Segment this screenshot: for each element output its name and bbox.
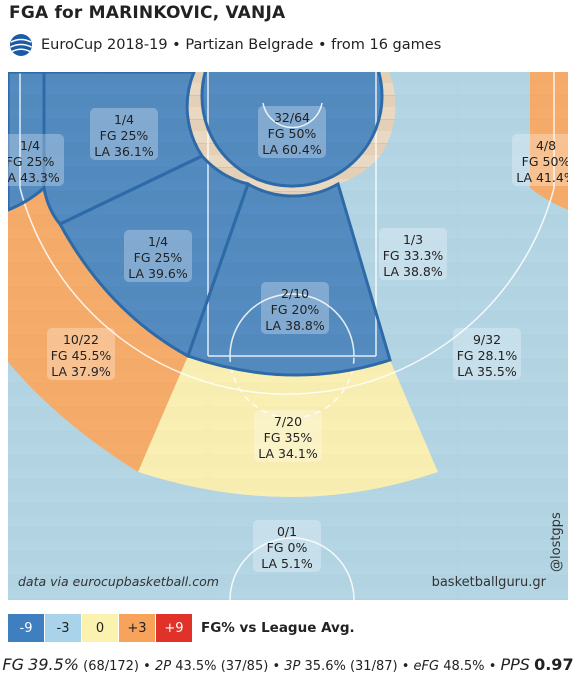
zone-right-mid-baseline — [380, 72, 530, 222]
pps-label: PPS — [500, 655, 530, 674]
legend-box: +3 — [119, 614, 156, 642]
zone-restricted-area — [202, 72, 382, 187]
zone-made-attempts: 1/4 — [148, 234, 168, 249]
zone-fg: FG 25% — [8, 154, 54, 169]
zone-la: LA 34.1% — [258, 446, 318, 461]
zone-label-bg-backcourt — [253, 520, 321, 572]
three-detail: (31/87) — [349, 659, 398, 674]
zone-fg: FG 20% — [271, 302, 320, 317]
three-label: 3P — [284, 659, 301, 674]
legend-box: -3 — [45, 614, 82, 642]
zone-top-three — [138, 356, 438, 497]
legend-box: +9 — [156, 614, 193, 642]
zone-made-attempts: 1/3 — [403, 232, 423, 247]
two-label: 2P — [154, 659, 172, 674]
legend-label: FG% vs League Avg. — [201, 620, 355, 636]
zone-made-attempts: 1/4 — [20, 138, 40, 153]
zone-label-bg-paint-mid — [261, 282, 329, 334]
fg-value: 39.5% — [28, 655, 79, 674]
zone-fg: FG 0% — [267, 540, 308, 555]
zone-made-attempts: 9/32 — [473, 332, 501, 347]
fg-detail: (68/172) — [83, 659, 140, 674]
zone-fg: FG 28.1% — [457, 348, 518, 363]
zone-made-attempts: 4/8 — [536, 138, 556, 153]
legend-boxes: -9 -3 0 +3 +9 — [8, 614, 193, 642]
subtitle-row: EuroCup 2018-19 • Partizan Belgrade • fr… — [9, 33, 441, 57]
chart-subtitle: EuroCup 2018-19 • Partizan Belgrade • fr… — [41, 37, 442, 53]
zone-border-left-mid-wing — [57, 154, 250, 359]
zone-fg: FG 25% — [100, 128, 149, 143]
zone-la: LA 36.1% — [94, 144, 154, 159]
zone-left-wing-three — [8, 188, 188, 472]
zone-la: LA 43.3% — [8, 170, 60, 185]
pps-value: 0.97 — [534, 655, 574, 674]
zone-fg: FG 33.3% — [383, 248, 444, 263]
two-value: 43.5% — [175, 659, 217, 674]
legend-box: 0 — [82, 614, 119, 642]
zone-la: LA 35.5% — [457, 364, 517, 379]
zone-label-bg-right-mid-wing — [379, 228, 447, 280]
zone-border-left-mid-baseline — [42, 72, 205, 226]
zone-paint-mid — [188, 184, 390, 376]
source-label: data via eurocupbasketball.com — [18, 574, 219, 589]
zone-fg: FG 50% — [522, 154, 568, 169]
zone-made-attempts: 32/64 — [274, 110, 310, 125]
zone-left-corner-three — [8, 72, 44, 210]
zone-made-attempts: 10/22 — [63, 332, 99, 347]
zone-label-bg-left-corner-three — [8, 134, 64, 186]
zone-right-corner-three — [530, 72, 568, 210]
zone-label-bg-left-mid-baseline — [90, 108, 158, 160]
zone-backcourt — [8, 362, 568, 600]
zone-border-paint-mid — [186, 181, 392, 377]
zone-label-bg-right-wing-three — [453, 328, 521, 380]
zone-made-attempts: 0/1 — [277, 524, 297, 539]
efg-value: 48.5% — [443, 659, 485, 674]
chart-title: FGA for MARINKOVIC, VANJA — [9, 3, 286, 23]
zone-right-mid-wing — [338, 156, 518, 360]
zone-left-mid-baseline — [44, 72, 202, 224]
zone-la: LA 39.6% — [128, 266, 188, 281]
zone-la: LA 5.1% — [261, 556, 313, 571]
zone-la: LA 60.4% — [262, 142, 322, 157]
zone-made-attempts: 1/4 — [114, 112, 134, 127]
zone-left-mid-wing — [60, 156, 248, 356]
zone-border-restricted-area — [200, 72, 384, 188]
brand-label: basketballguru.gr — [432, 575, 547, 590]
legend-box: -9 — [8, 614, 45, 642]
zone-fg: FG 35% — [264, 430, 313, 445]
two-detail: (37/85) — [220, 659, 269, 674]
three-value: 35.6% — [304, 659, 346, 674]
eurocup-logo-icon — [10, 34, 32, 56]
zone-label-bg-right-corner-three — [512, 134, 568, 186]
summary-stats: FG 39.5% (68/172) • 2P 43.5% (37/85) • 3… — [2, 655, 574, 674]
zone-la: LA 41.4% — [516, 170, 568, 185]
zone-fg: FG 25% — [134, 250, 183, 265]
legend: -9 -3 0 +3 +9 FG% vs League Avg. — [8, 614, 355, 642]
zone-fg: FG 45.5% — [51, 348, 112, 363]
zone-fg: FG 50% — [268, 126, 317, 141]
zone-made-attempts: 2/10 — [281, 286, 309, 301]
zone-label-bg-left-wing-three — [47, 328, 115, 380]
zone-label-bg-left-mid-wing — [124, 230, 192, 282]
watermark-label: @lostgps — [549, 512, 564, 572]
zone-label-bg-restricted-area — [258, 106, 326, 158]
zone-la: LA 38.8% — [383, 264, 443, 279]
fg-label: FG — [2, 655, 25, 674]
zone-label-bg-top-three — [254, 410, 322, 462]
efg-label: eFG — [413, 659, 440, 674]
shot-chart: 1/4FG 25%LA 43.3%1/4FG 25%LA 36.1%32/64F… — [8, 72, 568, 600]
zone-made-attempts: 7/20 — [274, 414, 302, 429]
zone-la: LA 37.9% — [51, 364, 111, 379]
zone-la: LA 38.8% — [265, 318, 325, 333]
